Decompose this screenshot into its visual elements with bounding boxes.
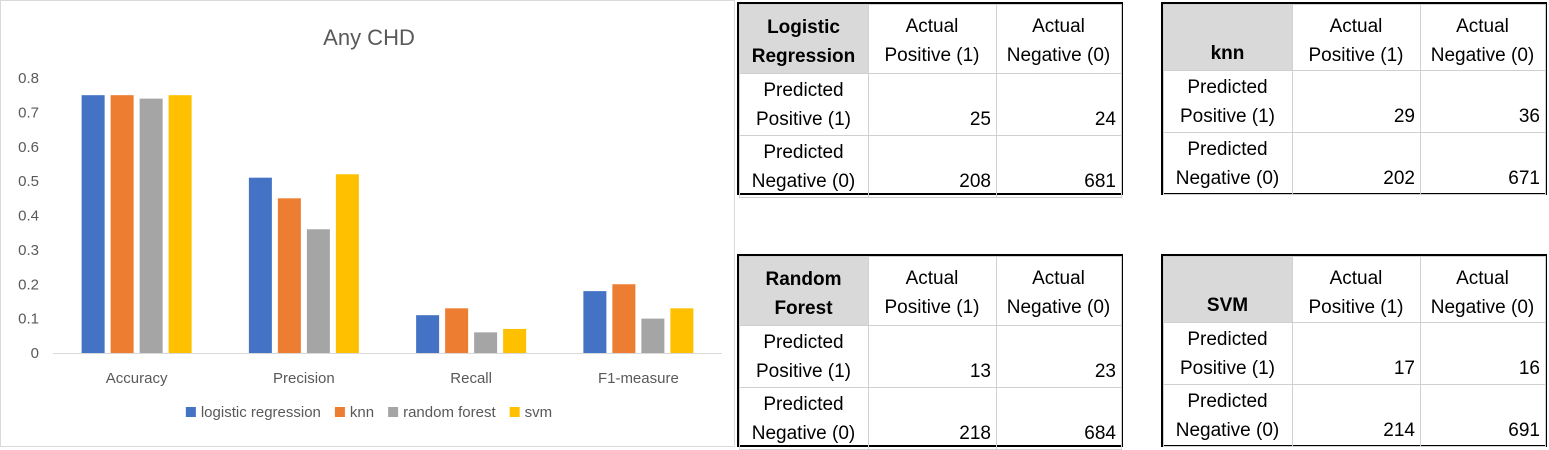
- cell-false-positive: 23: [996, 325, 1122, 388]
- chart-title: Any CHD: [323, 25, 415, 50]
- y-tick-label: 0.6: [18, 139, 39, 156]
- cell-true-negative: 671: [1420, 132, 1546, 195]
- legend-swatch: [185, 407, 196, 417]
- bar: [81, 95, 105, 353]
- model-name-line1: knn: [1210, 43, 1245, 64]
- col-header-actual-negative: Actual Negative (0): [1420, 256, 1546, 323]
- cell-false-positive: 16: [1420, 322, 1546, 385]
- legend: logistic regression knn random forest svm: [185, 404, 553, 421]
- col-header-actual-negative: Actual Negative (0): [996, 256, 1122, 326]
- cell-true-positive: 25: [868, 73, 997, 136]
- bar: [110, 95, 134, 353]
- legend-swatch: [388, 407, 399, 417]
- legend-label: logistic regression: [201, 404, 321, 421]
- bars: [81, 95, 694, 353]
- confusion-matrix-table: Random Forest Actual Positive (1) Actual N…: [739, 256, 1122, 450]
- legend-swatch: [509, 407, 520, 417]
- legend-label: random forest: [403, 404, 496, 421]
- x-tick-label: Accuracy: [106, 370, 168, 387]
- y-axis: 0 0.1 0.2 0.3 0.4 0.5 0.6 0.7 0.8: [18, 70, 39, 362]
- y-tick-label: 0: [31, 345, 39, 362]
- row-header-predicted-negative: Predicted Negative (0): [1163, 132, 1293, 195]
- model-name-cell: Logistic Regression: [739, 4, 869, 74]
- x-tick-label: Recall: [450, 370, 492, 387]
- col-header-actual-positive: Actual Positive (1): [868, 256, 997, 326]
- model-name-cell: SVM: [1163, 256, 1293, 323]
- col-header-actual-positive: Actual Positive (1): [1292, 256, 1421, 323]
- y-tick-label: 0.2: [18, 276, 39, 293]
- row-header-predicted-positive: Predicted Positive (1): [739, 325, 869, 388]
- cell-false-negative: 218: [868, 387, 997, 450]
- confusion-matrix-table: knn Actual Positive (1) Actual Negative (0…: [1163, 4, 1546, 195]
- x-tick-label: Precision: [273, 370, 335, 387]
- bar: [641, 318, 665, 353]
- confusion-matrix-logistic-regression: Logistic Regression Actual Positive (1) A…: [737, 2, 1123, 198]
- bar: [474, 332, 498, 353]
- bar: [670, 308, 694, 353]
- bar: [583, 291, 607, 353]
- confusion-matrix-random-forest: Random Forest Actual Positive (1) Actual N…: [737, 254, 1123, 450]
- confusion-matrix-table: Logistic Regression Actual Positive (1) A…: [739, 4, 1122, 198]
- model-name-line2: Forest: [774, 298, 833, 319]
- cell-true-positive: 13: [868, 325, 997, 388]
- model-name-cell: Random Forest: [739, 256, 869, 326]
- row-header-predicted-positive: Predicted Positive (1): [1163, 70, 1293, 133]
- col-header-actual-negative: Actual Negative (0): [996, 4, 1122, 74]
- bar: [445, 308, 469, 353]
- cell-true-negative: 684: [996, 387, 1122, 450]
- chart-panel: Any CHD 0 0.1 0.2 0.3 0.4 0.5 0.6 0.7 0.8 Accura…: [0, 0, 735, 447]
- row-header-predicted-negative: Predicted Negative (0): [739, 387, 869, 450]
- cell-true-positive: 17: [1292, 322, 1421, 385]
- row-header-predicted-negative: Predicted Negative (0): [739, 135, 869, 198]
- cell-false-negative: 214: [1292, 384, 1421, 447]
- y-tick-label: 0.1: [18, 311, 39, 328]
- model-name-line1: Random: [765, 269, 842, 290]
- bar: [139, 98, 163, 353]
- legend-label: knn: [350, 404, 374, 421]
- col-header-actual-negative: Actual Negative (0): [1420, 4, 1546, 71]
- y-tick-label: 0.3: [18, 242, 39, 259]
- legend-label: svm: [525, 404, 553, 421]
- confusion-matrix-table: SVM Actual Positive (1) Actual Negative (0…: [1163, 256, 1546, 447]
- model-name-line1: SVM: [1206, 295, 1249, 316]
- bar-chart: Any CHD 0 0.1 0.2 0.3 0.4 0.5 0.6 0.7 0.8 Accura…: [18, 25, 722, 421]
- bar: [612, 284, 636, 353]
- confusion-matrix-svm: SVM Actual Positive (1) Actual Negative (0…: [1161, 254, 1547, 447]
- model-name-cell: knn: [1163, 4, 1293, 71]
- cell-false-negative: 202: [1292, 132, 1421, 195]
- row-header-predicted-negative: Predicted Negative (0): [1163, 384, 1293, 447]
- col-header-actual-positive: Actual Positive (1): [868, 4, 997, 74]
- bar: [416, 315, 440, 353]
- y-tick-label: 0.8: [18, 70, 39, 87]
- model-name-line2: Regression: [751, 46, 856, 67]
- cell-true-negative: 691: [1420, 384, 1546, 447]
- bar: [248, 177, 272, 353]
- bar: [168, 95, 192, 353]
- model-name-line1: Logistic: [767, 17, 840, 38]
- row-header-predicted-positive: Predicted Positive (1): [739, 73, 869, 136]
- legend-swatch: [334, 407, 345, 417]
- row-header-predicted-positive: Predicted Positive (1): [1163, 322, 1293, 385]
- bar: [503, 328, 527, 353]
- col-header-actual-positive: Actual Positive (1): [1292, 4, 1421, 71]
- cell-false-negative: 208: [868, 135, 997, 198]
- y-tick-label: 0.5: [18, 173, 39, 190]
- bar: [306, 229, 330, 353]
- confusion-matrix-knn: knn Actual Positive (1) Actual Negative (0…: [1161, 2, 1547, 195]
- y-tick-label: 0.7: [18, 104, 39, 121]
- bar: [277, 198, 301, 353]
- cell-false-positive: 36: [1420, 70, 1546, 133]
- cell-true-negative: 681: [996, 135, 1122, 198]
- x-axis: Accuracy Precision Recall F1-measure: [106, 370, 679, 387]
- y-tick-label: 0.4: [18, 208, 39, 225]
- cell-true-positive: 29: [1292, 70, 1421, 133]
- cell-false-positive: 24: [996, 73, 1122, 136]
- x-tick-label: F1-measure: [598, 370, 679, 387]
- bar: [335, 174, 359, 353]
